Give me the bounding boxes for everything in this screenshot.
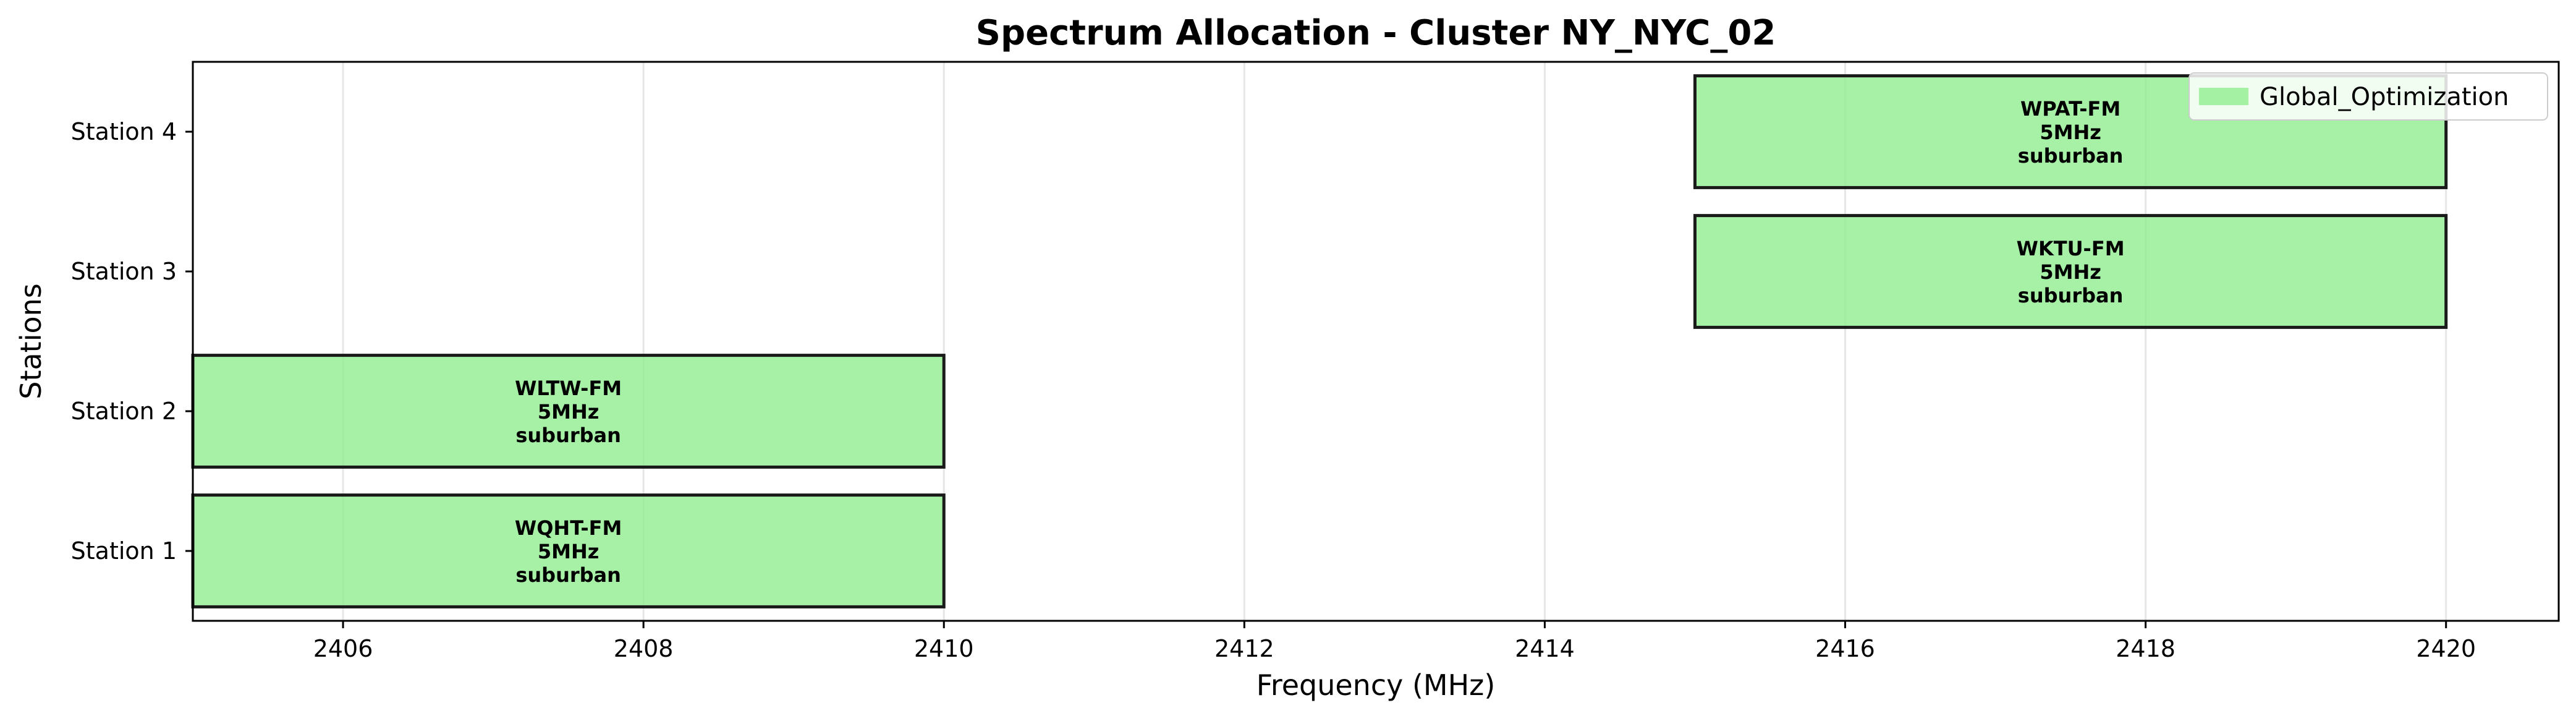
y-axis-ticks: Station 1 Station 2 Station 3 Station 4 (71, 118, 193, 565)
bars: WQHT-FM 5MHz suburban WLTW-FM 5MHz suburban WK… (191, 74, 2448, 608)
y-tick-label: Station 4 (71, 118, 177, 145)
y-tick-label: Station 3 (71, 258, 177, 285)
legend-label: Global_Optimization (2260, 83, 2509, 111)
x-axis-ticks: 2406 2408 2410 2412 2414 2416 2418 2420 (313, 621, 2476, 662)
bar-label: WPAT-FM 5MHz suburban (2018, 97, 2124, 168)
allocation-bar (1693, 214, 2448, 329)
x-tick-label: 2416 (1815, 635, 1875, 662)
y-axis-label: Stations (14, 283, 48, 399)
x-tick-label: 2420 (2416, 635, 2476, 662)
legend: Global_Optimization (2188, 72, 2548, 121)
y-tick-label: Station 2 (71, 398, 177, 425)
x-tick-label: 2412 (1214, 635, 1274, 662)
bar-label: WLTW-FM 5MHz suburban (515, 377, 622, 447)
x-tick-label: 2410 (914, 635, 974, 662)
bar-label: WKTU-FM 5MHz suburban (2017, 237, 2125, 307)
y-tick-label: Station 1 (71, 537, 177, 565)
x-tick-label: 2414 (1515, 635, 1575, 662)
x-axis-label: Frequency (MHz) (1256, 668, 1496, 702)
legend-box (2188, 72, 2548, 121)
chart-title: Spectrum Allocation - Cluster NY_NYC_02 (976, 13, 1776, 53)
legend-swatch (2199, 88, 2248, 105)
plot-frame (192, 61, 2560, 622)
bar-label: WQHT-FM 5MHz suburban (515, 516, 622, 587)
x-tick-label: 2408 (614, 635, 674, 662)
x-tick-label: 2418 (2116, 635, 2176, 662)
x-tick-label: 2406 (313, 635, 373, 662)
